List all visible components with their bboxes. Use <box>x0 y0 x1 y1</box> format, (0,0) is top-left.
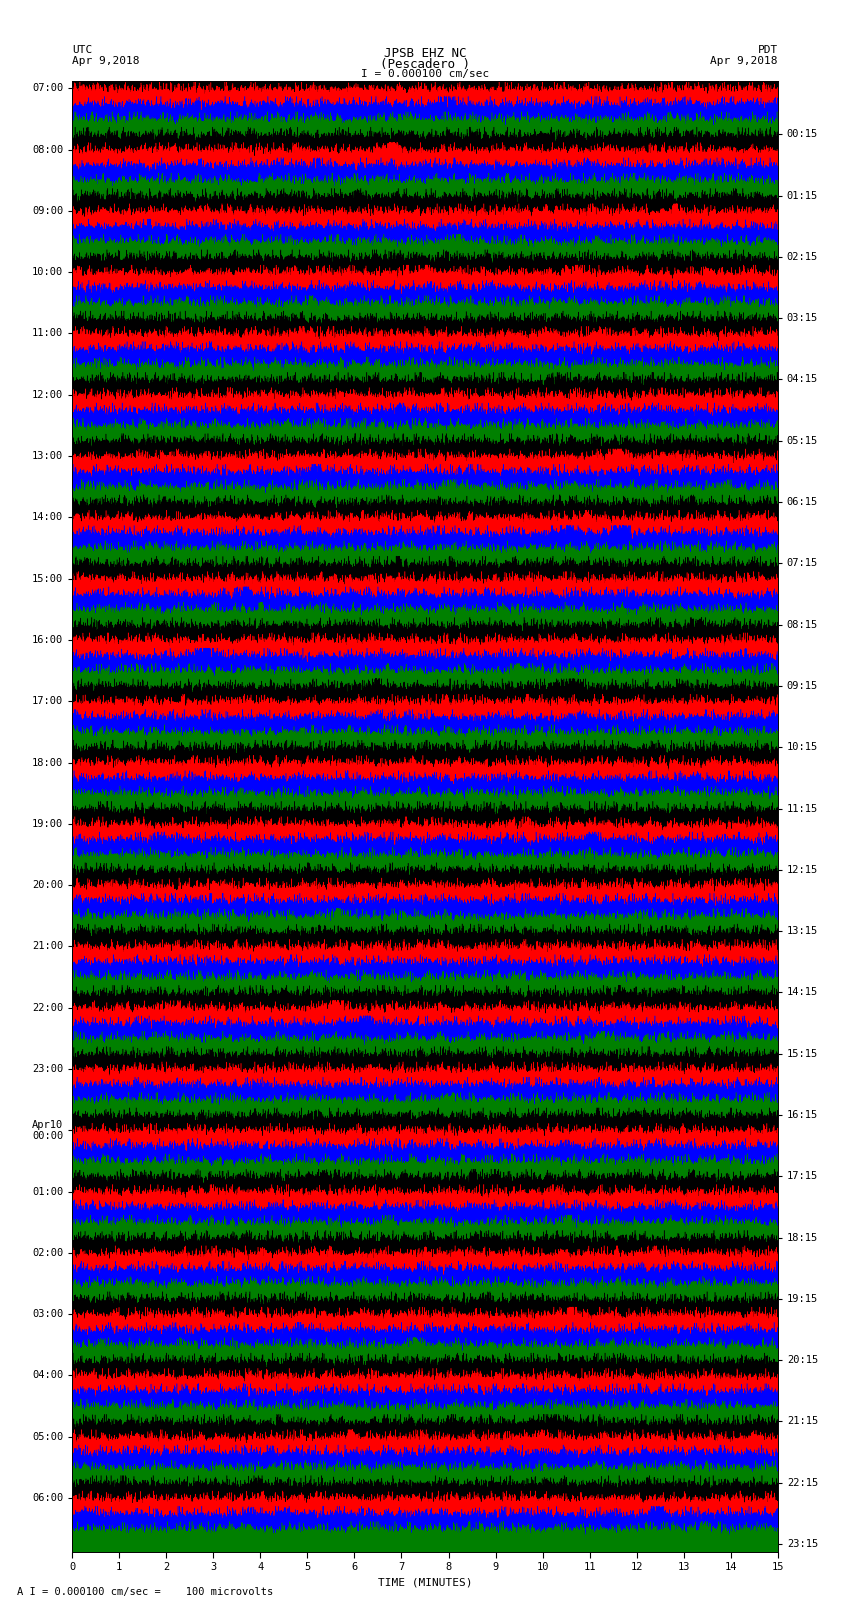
Text: Apr 9,2018: Apr 9,2018 <box>72 56 139 66</box>
X-axis label: TIME (MINUTES): TIME (MINUTES) <box>377 1578 473 1587</box>
Text: PDT: PDT <box>757 45 778 55</box>
Text: (Pescadero ): (Pescadero ) <box>380 58 470 71</box>
Text: JPSB EHZ NC: JPSB EHZ NC <box>383 47 467 60</box>
Text: I = 0.000100 cm/sec: I = 0.000100 cm/sec <box>361 69 489 79</box>
Text: Apr 9,2018: Apr 9,2018 <box>711 56 778 66</box>
Text: UTC: UTC <box>72 45 93 55</box>
Text: A I = 0.000100 cm/sec =    100 microvolts: A I = 0.000100 cm/sec = 100 microvolts <box>17 1587 273 1597</box>
